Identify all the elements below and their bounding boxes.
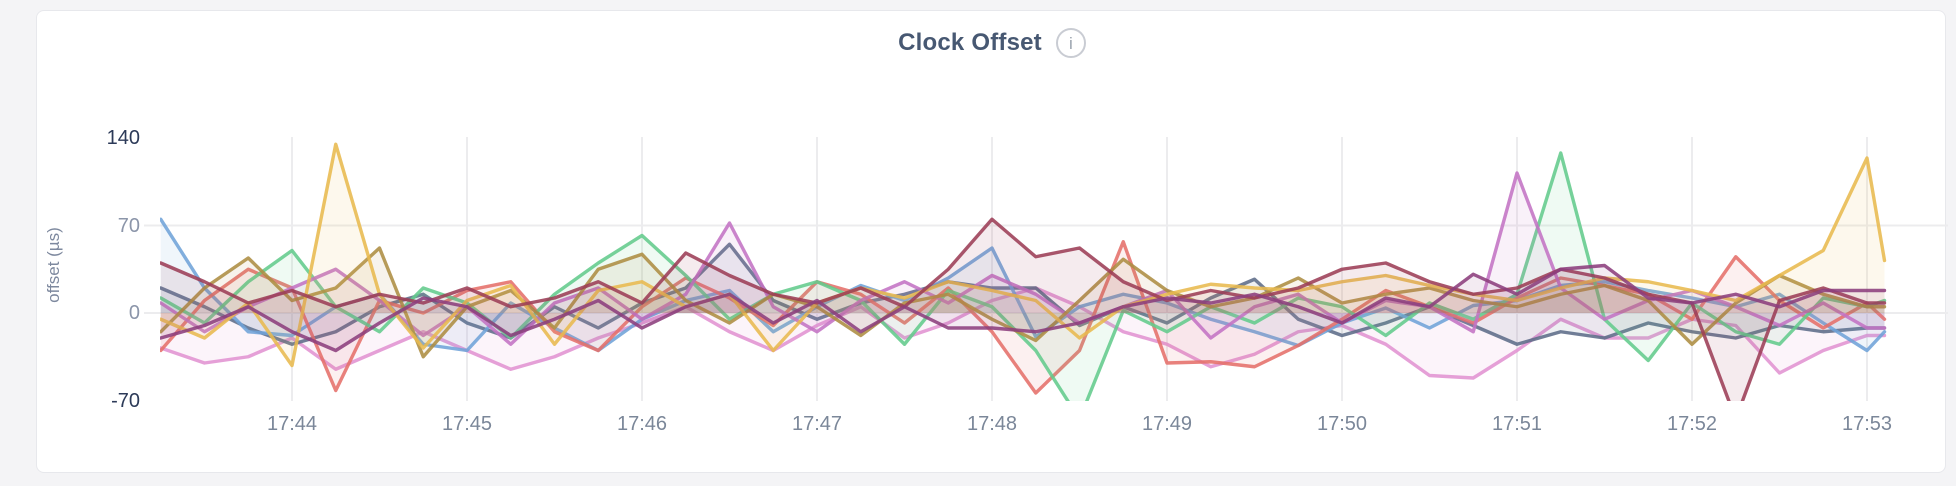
x-tick-label: 17:53	[1841, 413, 1893, 435]
page-title: Clock Offset	[898, 29, 1042, 56]
x-tick-label: 17:50	[1316, 413, 1368, 435]
series-area-pink	[160, 288, 1885, 378]
x-tick-label: 17:52	[1666, 413, 1718, 435]
x-tick-label: 17:46	[616, 413, 668, 435]
series-area-salmon	[160, 241, 1885, 393]
y-tick-label: 70	[117, 214, 140, 237]
series-line-gold	[160, 142, 1887, 368]
info-icon[interactable]: i	[1055, 28, 1086, 58]
x-tick-label: 17:48	[966, 413, 1018, 435]
series-area-slate	[160, 244, 1885, 345]
series-area-orchid	[160, 173, 1885, 345]
y-tick-label: 0	[128, 302, 140, 324]
y-tick-label: 140	[106, 127, 140, 149]
series-line-purple	[160, 263, 1887, 353]
chart-header: Clock Offset i	[36, 28, 1948, 58]
series-line-maroon	[160, 217, 1887, 401]
y-tick-label: -70	[111, 389, 140, 412]
series-area-maroon	[160, 219, 1885, 401]
x-tick-label: 17:44	[266, 413, 318, 435]
series-area-blue	[160, 219, 1885, 351]
x-tick-label: 17:47	[791, 413, 843, 435]
series-line-green	[160, 151, 1887, 401]
series-line-olive	[160, 246, 1887, 359]
x-tick-label: 17:49	[1141, 413, 1193, 435]
series-area-purple	[160, 265, 1885, 351]
series-area-gold	[160, 144, 1885, 366]
x-tick-label: 17:51	[1491, 413, 1543, 435]
x-tick-label: 17:45	[441, 413, 493, 435]
series-area-olive	[160, 248, 1885, 357]
